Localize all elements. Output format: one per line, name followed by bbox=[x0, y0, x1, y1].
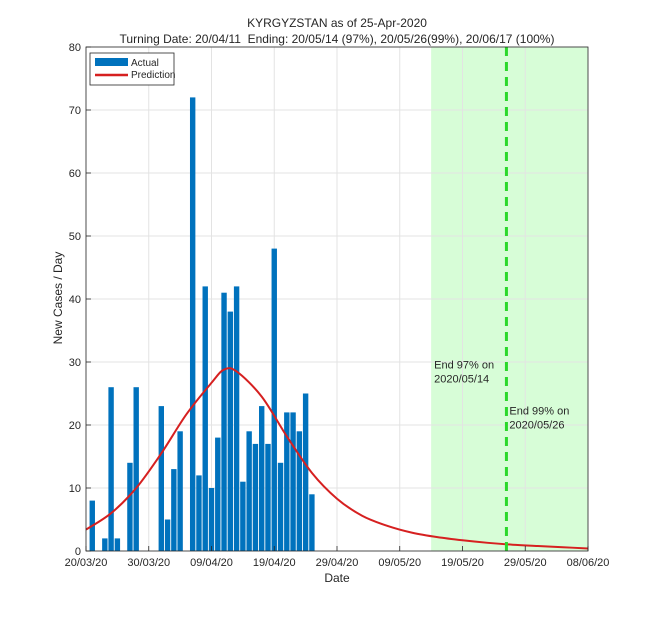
actual-bar bbox=[290, 412, 296, 551]
actual-bar bbox=[271, 248, 277, 551]
annotation: End 99% on 2020/05/26 bbox=[509, 405, 569, 431]
legend-actual-swatch bbox=[95, 58, 128, 66]
actual-bar bbox=[208, 488, 215, 551]
actual-bar bbox=[296, 431, 303, 551]
actual-bar bbox=[265, 443, 271, 551]
chart-title: KYRGYZSTAN as of 25-Apr-2020 bbox=[247, 16, 427, 30]
actual-bar bbox=[221, 292, 227, 551]
actual-bar bbox=[277, 462, 284, 551]
annotation-line: End 99% on bbox=[509, 405, 569, 417]
actual-bar bbox=[259, 406, 265, 551]
actual-bar bbox=[309, 494, 315, 551]
actual-bar bbox=[114, 538, 121, 551]
actual-bar bbox=[164, 519, 171, 551]
x-tick-label: 09/05/20 bbox=[378, 557, 421, 569]
actual-bar bbox=[252, 443, 259, 551]
actual-bar bbox=[240, 481, 246, 551]
y-tick-label: 50 bbox=[69, 231, 81, 243]
x-tick-label: 29/05/20 bbox=[504, 557, 547, 569]
y-tick-label: 60 bbox=[69, 168, 81, 180]
actual-bar bbox=[284, 412, 290, 551]
x-tick-label: 19/04/20 bbox=[253, 557, 296, 569]
actual-bar bbox=[171, 469, 177, 551]
annotation: End 97% on 2020/05/14 bbox=[434, 359, 494, 385]
actual-bar bbox=[133, 387, 139, 551]
actual-bar bbox=[189, 97, 196, 552]
actual-bar bbox=[302, 393, 309, 551]
annotations: End 97% on 2020/05/14 End 99% on 2020/05/26 bbox=[434, 359, 569, 431]
y-tick-label: 20 bbox=[69, 420, 81, 432]
prediction-series bbox=[85, 367, 589, 550]
annotation-line: 2020/05/14 bbox=[434, 373, 489, 385]
y-tick-label: 40 bbox=[69, 294, 81, 306]
chart-subtitle: Turning Date: 20/04/11 Ending: 20/05/14 … bbox=[120, 32, 555, 46]
actual-bar bbox=[127, 462, 133, 551]
legend-prediction-label: Prediction bbox=[131, 70, 175, 81]
annotation-line: 2020/05/26 bbox=[509, 419, 564, 431]
y-tick-label: 30 bbox=[69, 357, 81, 369]
actual-bar bbox=[202, 286, 208, 551]
y-tick-label: 70 bbox=[69, 105, 81, 117]
actual-bar bbox=[196, 475, 202, 551]
actual-bar bbox=[158, 406, 164, 551]
x-tick-label: 09/04/20 bbox=[190, 557, 233, 569]
x-tick-label: 08/06/20 bbox=[567, 557, 610, 569]
actual-bar bbox=[102, 538, 108, 551]
prediction-line bbox=[85, 367, 589, 550]
actual-bar bbox=[108, 387, 114, 551]
x-axis-label: Date bbox=[324, 571, 350, 585]
actual-bars bbox=[89, 97, 315, 552]
annotation-line: End 97% on bbox=[434, 359, 494, 371]
legend-actual-label: Actual bbox=[131, 58, 159, 69]
actual-bar bbox=[246, 431, 252, 551]
y-tick-label: 80 bbox=[69, 42, 81, 54]
y-axis-label: New Cases / Day bbox=[51, 252, 65, 345]
y-tick-label: 0 bbox=[75, 546, 81, 558]
actual-bar bbox=[215, 437, 221, 551]
actual-bar bbox=[177, 431, 183, 551]
axes: 0 10 20 30 40 50 60 70 80 20/03/20 30/03/20 09/04/2… bbox=[65, 42, 610, 569]
y-tick-label: 10 bbox=[69, 483, 81, 495]
legend: Actual Prediction bbox=[89, 52, 175, 86]
x-tick-label: 19/05/20 bbox=[441, 557, 484, 569]
actual-bar bbox=[227, 311, 234, 551]
x-tick-label: 30/03/20 bbox=[127, 557, 170, 569]
x-tick-label: 20/03/20 bbox=[65, 557, 108, 569]
x-tick-label: 29/04/20 bbox=[316, 557, 359, 569]
actual-bar bbox=[233, 286, 240, 551]
